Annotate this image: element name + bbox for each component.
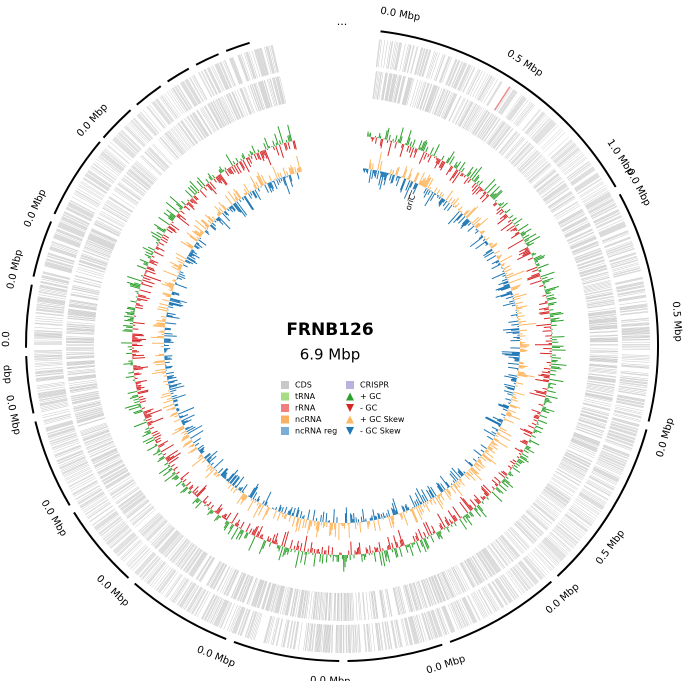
scale-ring <box>25 30 659 662</box>
scale-label: 0.0 Mbp <box>624 167 653 208</box>
legend-label: ncRNA reg <box>295 427 337 436</box>
gc-skew-neg <box>163 168 521 524</box>
scale-label: 0.0 Mbp <box>544 582 582 617</box>
contig-dash <box>225 41 250 52</box>
scale-arc <box>347 643 443 662</box>
legend-label: CDS <box>295 381 312 390</box>
legend-swatch <box>346 381 354 389</box>
legend-label: + GC <box>360 392 381 401</box>
scale-label: 0.0 Mbp <box>75 102 110 139</box>
legend-swatch <box>281 404 289 412</box>
scale-arc <box>449 580 553 643</box>
gene-track-inner <box>65 71 619 622</box>
gc-content-pos <box>121 124 567 572</box>
scale-arc <box>233 641 340 662</box>
scale-label: 0.0 Mbp <box>425 654 467 677</box>
scale-arc <box>556 429 648 577</box>
legend-swatch <box>281 415 289 424</box>
scale-arc <box>25 355 35 414</box>
scale-label: 0.0 Mbp <box>310 675 351 681</box>
legend-swatch <box>281 381 289 389</box>
legend-swatch <box>281 392 289 401</box>
legend-label: - GC Skew <box>360 427 401 436</box>
legend-swatch <box>346 415 354 424</box>
contig-dash <box>195 53 219 66</box>
legend-swatch <box>346 427 354 435</box>
tracks <box>33 39 651 654</box>
legend-swatch <box>281 427 289 435</box>
scale-arc <box>34 421 71 506</box>
legend-label: ncRNA <box>295 415 322 424</box>
scale-label: dbp <box>0 364 13 384</box>
legend-label: tRNA <box>295 392 316 401</box>
scale-label: 0.0 Mbp <box>379 6 421 24</box>
gene-track-outer <box>33 39 651 654</box>
rrna-feature <box>493 86 511 111</box>
scale-arc <box>53 141 101 215</box>
scale-arc <box>73 511 130 579</box>
scale-arc <box>25 284 33 348</box>
scale-arc <box>134 582 227 640</box>
scale-arc <box>32 221 53 277</box>
scale-label: 0.0 Mbp <box>3 394 22 436</box>
contig-dash <box>167 67 190 83</box>
contig-dash <box>136 85 162 106</box>
scale-arc <box>380 30 617 188</box>
legend-label: + GC Skew <box>360 415 405 424</box>
scale-label: 0.0 Mbp <box>5 249 25 291</box>
scale-label: 0.0 Mbp <box>38 498 68 538</box>
scale-label: 0.0 Mbp <box>195 644 237 669</box>
gc-content-neg <box>131 137 553 555</box>
scale-label: 0.5 Mbp <box>505 48 545 79</box>
gc-skew-pos <box>150 152 537 540</box>
legend-label: CRISPR <box>360 381 389 390</box>
scale-arc <box>102 109 132 139</box>
scale-label: 0.0 Mbp <box>655 417 677 459</box>
ellipsis: ... <box>337 15 348 28</box>
legend-swatch <box>346 404 354 412</box>
legend-label: rRNA <box>295 404 316 413</box>
genome-size: 6.9 Mbp <box>300 346 361 364</box>
scale-label: 0.5 Mbp <box>670 301 684 342</box>
legend-label: - GC <box>360 404 378 413</box>
legend-swatch <box>346 392 354 401</box>
scale-label: 0.5 Mbp <box>594 528 627 567</box>
scale-label: 0.0 <box>1 331 12 347</box>
scale-label: 0.0 Mbp <box>22 188 48 229</box>
genome-title: FRNB126 <box>286 320 373 340</box>
oric-tick <box>407 189 413 201</box>
scale-label: 0.0 Mbp <box>94 573 131 609</box>
scale-arc <box>618 193 659 422</box>
